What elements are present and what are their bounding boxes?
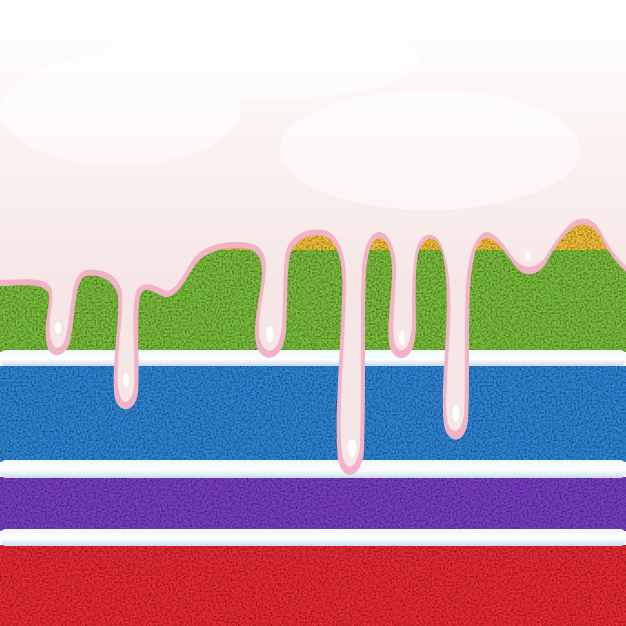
cream-stripe-1 [0,350,626,366]
layer-blue [0,366,626,462]
cream-stripe-3 [0,529,626,546]
drip-highlights [55,251,531,457]
frosting-soft-shading [0,20,580,210]
cream-stripe-2 [0,460,626,478]
layer-purple [0,477,626,531]
layer-red [0,545,626,626]
